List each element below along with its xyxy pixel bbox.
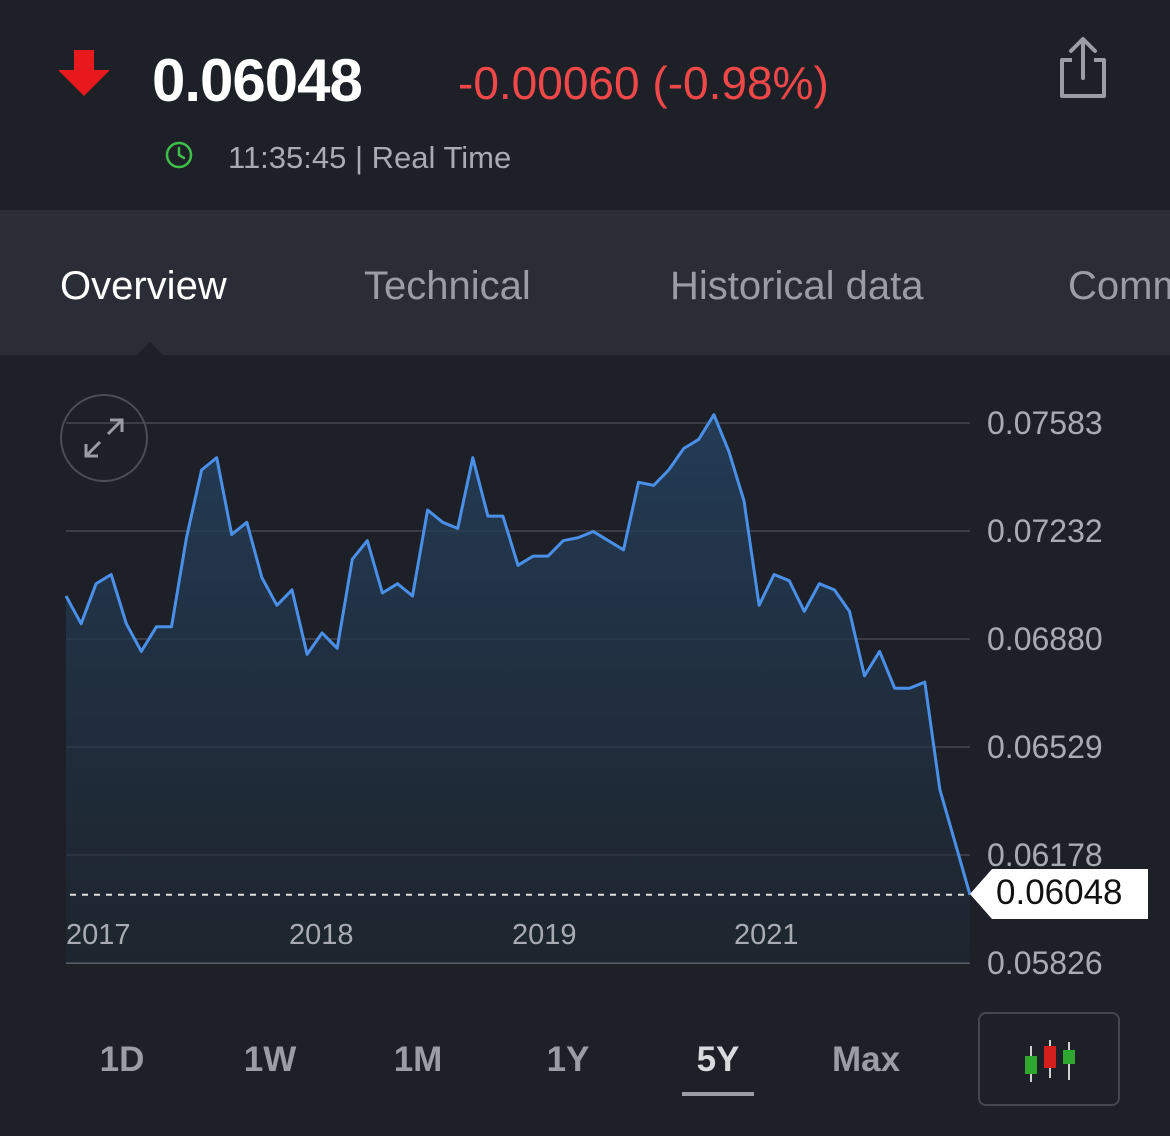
active-range-indicator — [682, 1092, 754, 1096]
quote-header: 0.06048 -0.00060 (-0.98%) 11:35:45 | Rea… — [0, 0, 1170, 210]
last-price-label: 0.06048 — [996, 873, 1123, 912]
range-5y[interactable]: 5Y — [696, 1040, 740, 1079]
y-tick-label: 0.06529 — [987, 729, 1103, 765]
range-1d[interactable]: 1D — [99, 1040, 145, 1079]
quote-time: 11:35:45 | Real Time — [228, 140, 512, 175]
y-tick-label: 0.07232 — [987, 513, 1103, 549]
price-chart[interactable]: 0.07583 0.07232 0.06880 0.06529 0.06178 0.058… — [0, 355, 1170, 1005]
range-max[interactable]: Max — [831, 1040, 901, 1079]
x-tick-label: 2019 — [512, 919, 577, 951]
last-price-tag — [970, 869, 1148, 919]
range-1m[interactable]: 1M — [393, 1040, 443, 1079]
expand-chart-button[interactable] — [60, 394, 148, 482]
tab-bar: Overview Technical Historical data Comm — [0, 210, 1170, 355]
clock-icon — [165, 141, 193, 169]
candlestick-icon — [1025, 1040, 1075, 1082]
down-arrow-icon — [58, 50, 110, 96]
expand-icon — [84, 418, 124, 458]
x-tick-label: 2018 — [289, 919, 354, 951]
y-tick-label: 0.07583 — [987, 405, 1103, 441]
share-icon[interactable] — [1056, 36, 1110, 100]
tab-technical[interactable]: Technical — [364, 264, 531, 308]
range-selector: 1D 1W 1M 1Y 5Y Max — [0, 1012, 960, 1122]
tab-historical-data[interactable]: Historical data — [670, 264, 924, 308]
tab-overview[interactable]: Overview — [60, 264, 227, 308]
price-line — [64, 413, 972, 896]
active-tab-pointer — [136, 342, 164, 356]
range-1w[interactable]: 1W — [243, 1040, 297, 1079]
x-tick-label: 2021 — [734, 919, 799, 951]
price-change: -0.00060 (-0.98%) — [458, 57, 829, 109]
y-tick-label: 0.06880 — [987, 621, 1103, 657]
tab-comments[interactable]: Comm — [1068, 264, 1170, 308]
x-tick-label: 2017 — [66, 919, 131, 951]
chart-type-button[interactable] — [978, 1012, 1120, 1106]
price-area — [66, 414, 970, 963]
range-1y[interactable]: 1Y — [546, 1040, 590, 1079]
y-tick-label: 0.06178 — [987, 837, 1103, 873]
y-tick-label: 0.05826 — [987, 945, 1103, 981]
current-price: 0.06048 — [152, 47, 363, 114]
